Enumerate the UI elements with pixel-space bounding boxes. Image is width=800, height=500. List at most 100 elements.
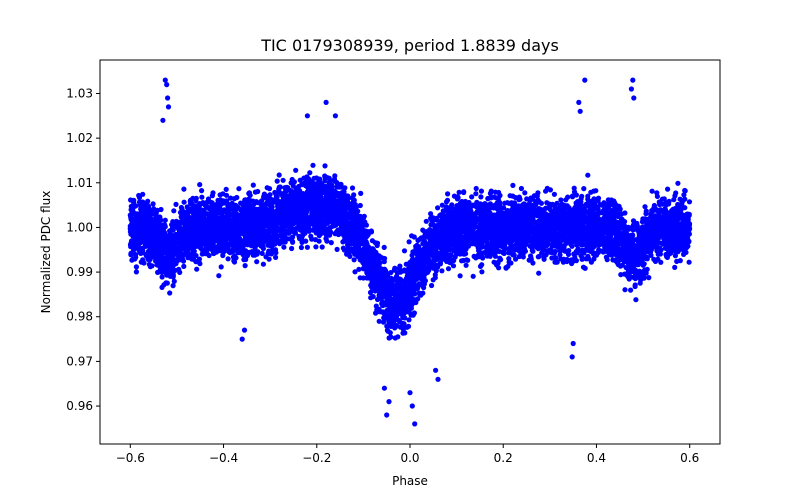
data-point	[322, 163, 328, 169]
data-point	[495, 196, 501, 202]
data-point	[675, 216, 681, 222]
data-point	[513, 256, 519, 262]
data-point	[147, 256, 153, 262]
data-point	[528, 255, 534, 261]
data-point	[618, 216, 625, 222]
data-point	[652, 258, 659, 264]
data-point	[238, 200, 244, 206]
data-point	[290, 239, 296, 245]
data-point	[259, 250, 265, 256]
data-point	[634, 220, 640, 226]
data-point	[307, 170, 313, 176]
data-point	[536, 270, 542, 276]
data-point	[505, 263, 511, 269]
data-point	[313, 244, 319, 250]
data-point	[265, 242, 271, 248]
data-point	[672, 253, 679, 259]
data-point	[266, 256, 272, 262]
data-point	[297, 188, 303, 194]
data-point	[435, 205, 441, 211]
data-point	[159, 274, 165, 280]
data-point	[231, 259, 238, 265]
data-point	[140, 191, 146, 197]
data-point	[216, 273, 222, 279]
data-point	[480, 255, 486, 261]
data-point	[252, 189, 258, 195]
data-point	[658, 259, 664, 265]
data-point	[510, 193, 516, 199]
data-point	[469, 194, 475, 200]
data-point	[310, 162, 316, 168]
data-point	[372, 240, 378, 246]
data-point	[654, 193, 661, 199]
data-point	[219, 223, 225, 229]
data-point	[400, 289, 406, 295]
data-point	[127, 212, 133, 218]
data-point	[668, 250, 674, 256]
data-point	[167, 290, 173, 296]
data-point	[225, 256, 231, 262]
data-point	[312, 237, 319, 243]
data-point	[439, 202, 445, 208]
data-point	[194, 266, 200, 272]
data-point	[303, 238, 309, 244]
data-point	[319, 244, 325, 250]
chart-title: TIC 0179308939, period 1.8839 days	[260, 36, 559, 55]
data-point	[267, 192, 273, 198]
data-point	[640, 262, 646, 268]
data-point	[444, 197, 451, 203]
data-point	[551, 191, 558, 197]
data-point	[460, 257, 467, 264]
data-point	[496, 265, 502, 271]
data-point	[181, 186, 187, 192]
data-point	[461, 189, 467, 195]
data-point	[328, 229, 334, 235]
data-point	[132, 256, 138, 262]
data-point	[429, 282, 435, 289]
data-point	[250, 182, 256, 188]
data-point	[254, 259, 260, 265]
data-point	[623, 271, 629, 277]
data-point	[465, 257, 471, 263]
data-point	[520, 251, 526, 257]
data-point	[273, 254, 279, 260]
data-point	[496, 206, 502, 212]
data-points	[127, 77, 693, 427]
data-point	[236, 186, 242, 192]
data-point	[376, 318, 382, 324]
data-point	[471, 253, 477, 259]
data-point	[388, 334, 394, 340]
data-point	[585, 172, 591, 178]
data-point	[649, 188, 655, 194]
data-point	[671, 197, 677, 203]
data-point	[406, 239, 412, 245]
data-point	[173, 201, 179, 207]
data-point	[271, 238, 277, 244]
data-point	[479, 262, 485, 268]
data-point	[618, 272, 624, 278]
data-point	[260, 261, 266, 267]
data-point	[637, 280, 643, 286]
data-point	[133, 269, 139, 275]
data-point	[492, 189, 499, 195]
data-point	[170, 283, 176, 289]
data-point	[369, 285, 375, 291]
data-point	[228, 195, 234, 201]
data-point	[530, 260, 536, 266]
data-point	[384, 313, 390, 319]
data-point	[456, 189, 462, 195]
data-point	[133, 264, 139, 270]
data-point	[501, 205, 507, 211]
data-point	[395, 334, 401, 340]
data-point	[381, 244, 387, 250]
data-point	[495, 259, 501, 265]
data-point	[218, 264, 224, 270]
data-point	[661, 196, 667, 202]
data-point	[391, 267, 397, 273]
data-point	[439, 268, 445, 274]
data-point	[264, 185, 270, 191]
data-point	[150, 201, 156, 207]
data-point	[358, 190, 364, 196]
data-point	[591, 256, 597, 262]
data-point	[242, 263, 248, 269]
